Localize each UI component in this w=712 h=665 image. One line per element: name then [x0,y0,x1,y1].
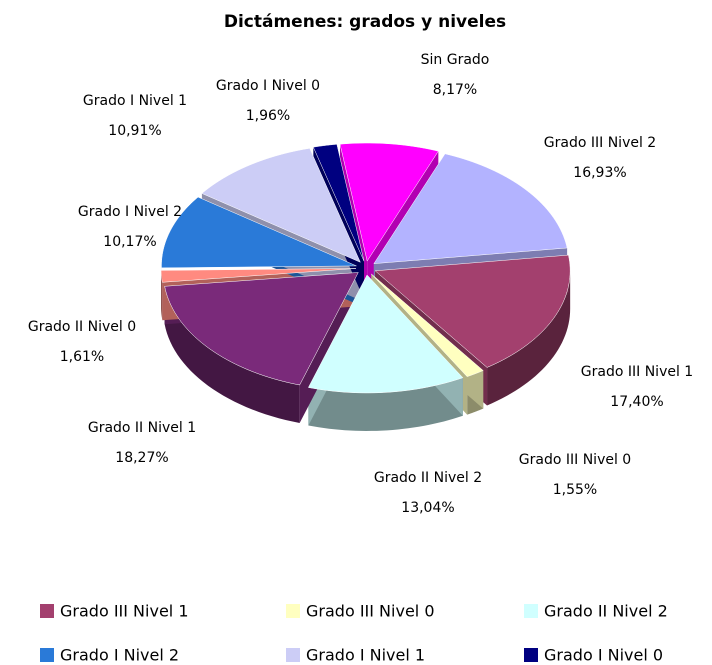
data-label: 18,27% [115,450,168,466]
data-label-name: Grado II Nivel 1 [88,420,196,436]
slice [312,144,365,262]
legend-swatch [286,648,300,662]
legend-swatch [524,604,538,618]
legend-label: Grado III Nivel 0 [306,602,435,621]
data-label-name: Grado II Nivel 2 [374,470,482,486]
slice [160,268,357,283]
legend-label: Grado II Nivel 2 [544,602,668,621]
data-label: 1,61% [60,349,104,365]
legend-swatch [524,648,538,662]
data-label: 16,93% [573,165,626,181]
data-label: 17,40% [610,394,663,410]
slice [373,153,568,264]
legend-label: Grado I Nivel 0 [544,646,663,665]
slice-side [487,270,571,406]
slice [371,273,484,377]
chart-title: Dictámenes: grados y niveles [224,12,506,32]
data-label-name: Grado I Nivel 2 [78,204,182,220]
data-label: 13,04% [401,500,454,516]
data-label-name: Grado III Nivel 0 [519,452,631,468]
data-label-name: Grado III Nivel 2 [544,135,656,151]
legend: Grado III Nivel 1 Grado III Nivel 0 Grado … [40,602,668,665]
data-label: 10,17% [103,234,156,250]
slice [164,272,359,386]
data-label-name: Sin Grado [421,52,490,68]
slice-side [308,377,463,431]
data-label: 1,55% [553,482,597,498]
slice-side [161,270,163,321]
data-label: 1,96% [246,108,290,124]
slice [308,274,464,394]
data-label-name: Grado I Nivel 0 [216,78,320,94]
legend-label: Grado I Nivel 2 [60,646,179,665]
legend-swatch [40,604,54,618]
slice [161,196,357,269]
legend-swatch [286,604,300,618]
pie-tops [160,142,571,394]
data-label-name: Grado III Nivel 1 [581,364,693,380]
data-label-name: Grado I Nivel 1 [83,93,187,109]
slice [201,148,361,263]
legend-swatch [40,648,54,662]
slice-side [164,286,300,423]
slice [374,254,571,368]
data-labels: Sin Grado 8,17% Grado III Nivel 2 16,93% Gra… [28,52,693,516]
legend-label: Grado I Nivel 1 [306,646,425,665]
legend-label: Grado III Nivel 1 [60,602,189,621]
data-label: 10,91% [108,123,161,139]
data-label-name: Grado II Nivel 0 [28,319,136,335]
data-label: 8,17% [433,82,477,98]
slice [339,142,439,262]
